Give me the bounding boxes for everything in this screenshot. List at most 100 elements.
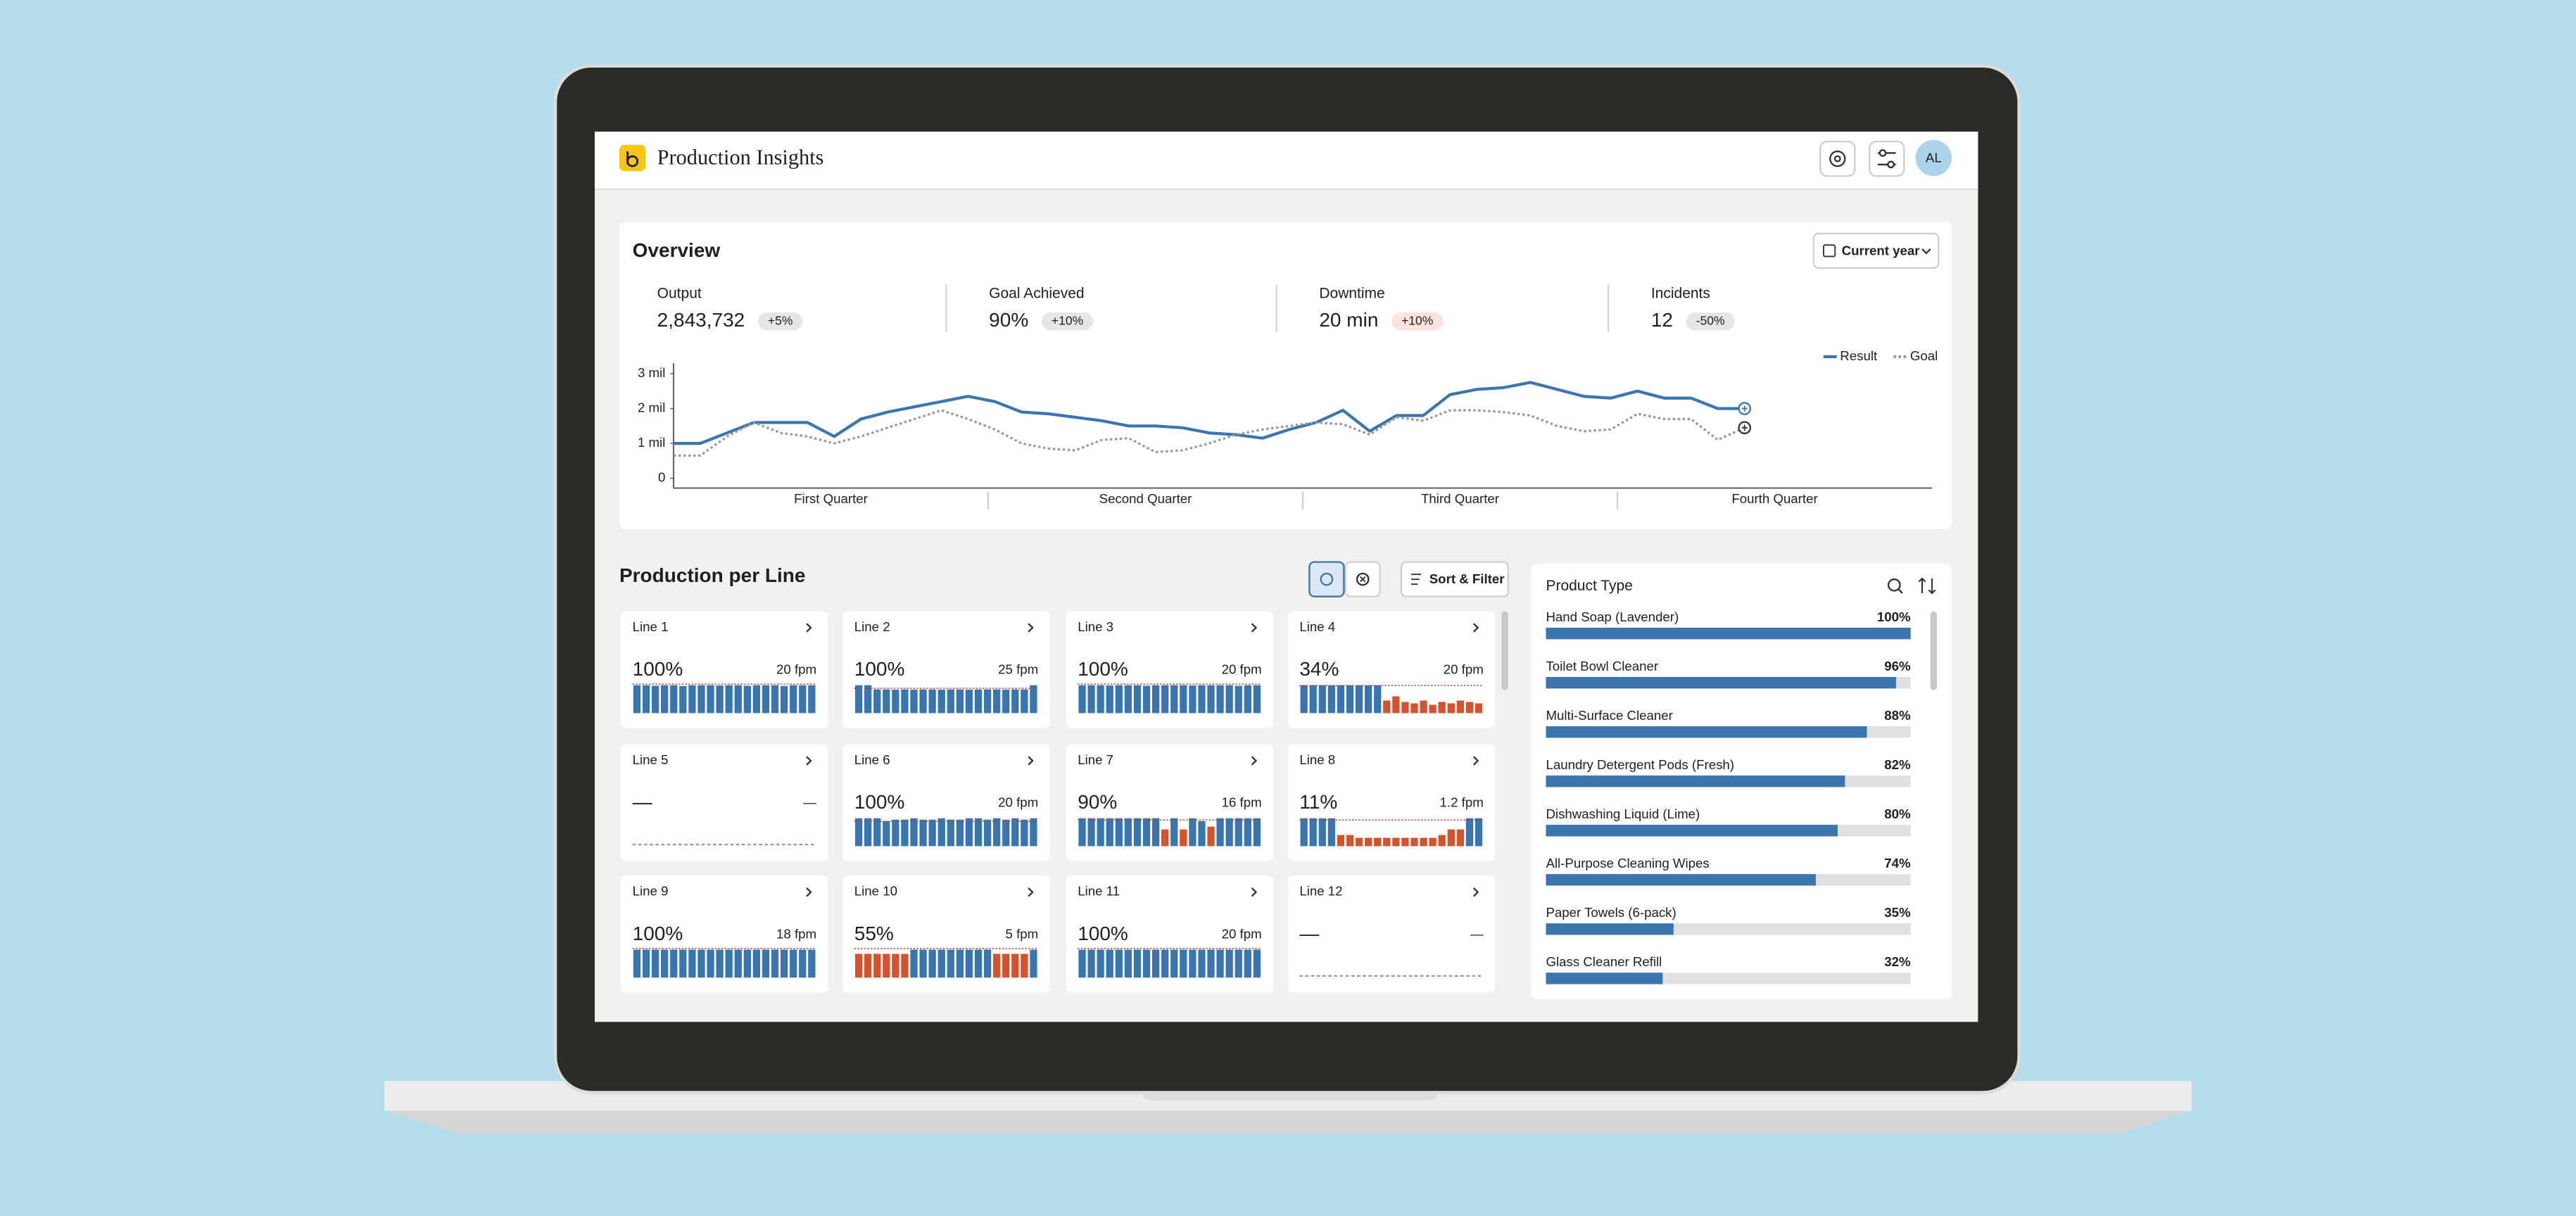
chevron	[1251, 887, 1258, 897]
line-percent: 90%	[1078, 791, 1117, 813]
line-bar	[1365, 685, 1372, 714]
line-bar	[1170, 949, 1178, 978]
line-bar	[1106, 685, 1113, 714]
line-percent: 34%	[1299, 658, 1339, 680]
line-bar	[993, 818, 1001, 847]
line-name: Line 1	[633, 619, 669, 634]
sort-filter-button[interactable]	[1400, 561, 1509, 597]
line-bar	[1198, 949, 1206, 978]
line-bar	[1030, 949, 1037, 978]
line-bar	[1170, 818, 1178, 847]
line-name: Line 12	[1299, 884, 1342, 899]
line-bar	[965, 690, 973, 714]
line-bar	[1142, 818, 1151, 847]
line-bar	[697, 685, 705, 714]
legend-label: Result	[1840, 348, 1878, 363]
line-bar	[974, 689, 983, 714]
line-bar	[808, 685, 816, 714]
cross-icon	[1356, 572, 1370, 586]
line-bar	[928, 949, 936, 978]
line-bar	[928, 689, 936, 714]
line-bar	[633, 685, 641, 714]
line-bar	[1465, 702, 1474, 714]
product-bar	[1546, 923, 1674, 935]
show-active-toggle[interactable]	[1308, 561, 1345, 597]
line-bar	[752, 685, 761, 714]
section-title: Production per Line	[619, 564, 805, 586]
line-bar	[983, 689, 992, 714]
filters-button[interactable]	[1869, 140, 1905, 177]
line-percent: 100%	[1078, 658, 1128, 680]
line-bar	[1002, 954, 1010, 978]
line-bar	[1327, 685, 1335, 714]
y-tick-label: 2 mil	[638, 400, 665, 415]
overview-card	[619, 222, 1952, 529]
line-bar	[1161, 829, 1169, 847]
line-bar	[1189, 949, 1197, 978]
line-bar	[1124, 685, 1132, 714]
sort-icon[interactable]	[1918, 577, 1936, 595]
chevron	[806, 623, 812, 633]
line-bar	[1337, 835, 1345, 847]
period-dropdown[interactable]	[1812, 232, 1940, 269]
line-rate: 20 fpm	[776, 662, 816, 677]
settings-button[interactable]	[1819, 140, 1856, 177]
line-bar	[716, 949, 724, 978]
line-bar	[1106, 949, 1113, 978]
line-bar	[937, 690, 945, 714]
line-name: Line 2	[854, 619, 890, 634]
search-icon[interactable]	[1887, 578, 1901, 592]
line-card[interactable]	[1288, 744, 1496, 861]
line-bar	[993, 954, 1001, 978]
product-bar	[1546, 628, 1911, 640]
line-card[interactable]	[1288, 875, 1496, 993]
line-bar	[642, 949, 650, 978]
line-bar	[697, 949, 705, 978]
line-bar	[651, 949, 659, 978]
product-name: Glass Cleaner Refill	[1546, 954, 1662, 969]
product-bar	[1546, 973, 1663, 984]
line-bar	[771, 949, 779, 978]
line-bar	[1180, 949, 1187, 978]
line-bar	[679, 685, 687, 714]
line-percent: 11%	[1299, 791, 1337, 813]
line-bar	[743, 685, 751, 714]
line-bar	[707, 685, 714, 714]
line-bar	[1133, 949, 1142, 978]
line-bar	[854, 954, 863, 978]
line-bar	[1161, 949, 1169, 978]
line-bar	[1318, 685, 1326, 714]
end-marker-plus	[1741, 405, 1748, 412]
line-bar	[762, 685, 770, 714]
avatar[interactable]	[1915, 139, 1952, 177]
kpi-change-pill	[1686, 312, 1735, 331]
line-bar	[679, 949, 687, 978]
kpi-change-pill	[1041, 312, 1094, 331]
line-bar	[983, 949, 992, 978]
line-bar	[1392, 696, 1400, 714]
line-bar	[1115, 949, 1123, 978]
line-bar	[1244, 685, 1251, 714]
chevron	[1472, 623, 1479, 633]
line-name: Line 9	[633, 884, 669, 899]
line-bar	[1124, 818, 1132, 847]
line-bar	[974, 818, 983, 847]
line-bar	[910, 949, 918, 978]
line-bar	[1300, 818, 1308, 847]
line-bar	[1011, 954, 1019, 978]
sort-filter-label: Sort & Filter	[1429, 571, 1505, 586]
x-category-label: Fourth Quarter	[1731, 491, 1817, 506]
line-card[interactable]	[621, 744, 828, 861]
line-bar	[1465, 818, 1474, 847]
line-bar	[919, 689, 927, 714]
line-bar	[1180, 685, 1187, 714]
line-bar	[1115, 818, 1123, 847]
product-name: Laundry Detergent Pods (Fresh)	[1546, 757, 1734, 772]
line-percent: 55%	[854, 923, 894, 944]
line-bar	[1235, 818, 1242, 847]
line-bar	[1447, 829, 1455, 847]
product-name: Multi-Surface Cleaner	[1546, 708, 1672, 723]
line-bar	[1002, 819, 1010, 847]
settings-icon	[1829, 150, 1846, 167]
